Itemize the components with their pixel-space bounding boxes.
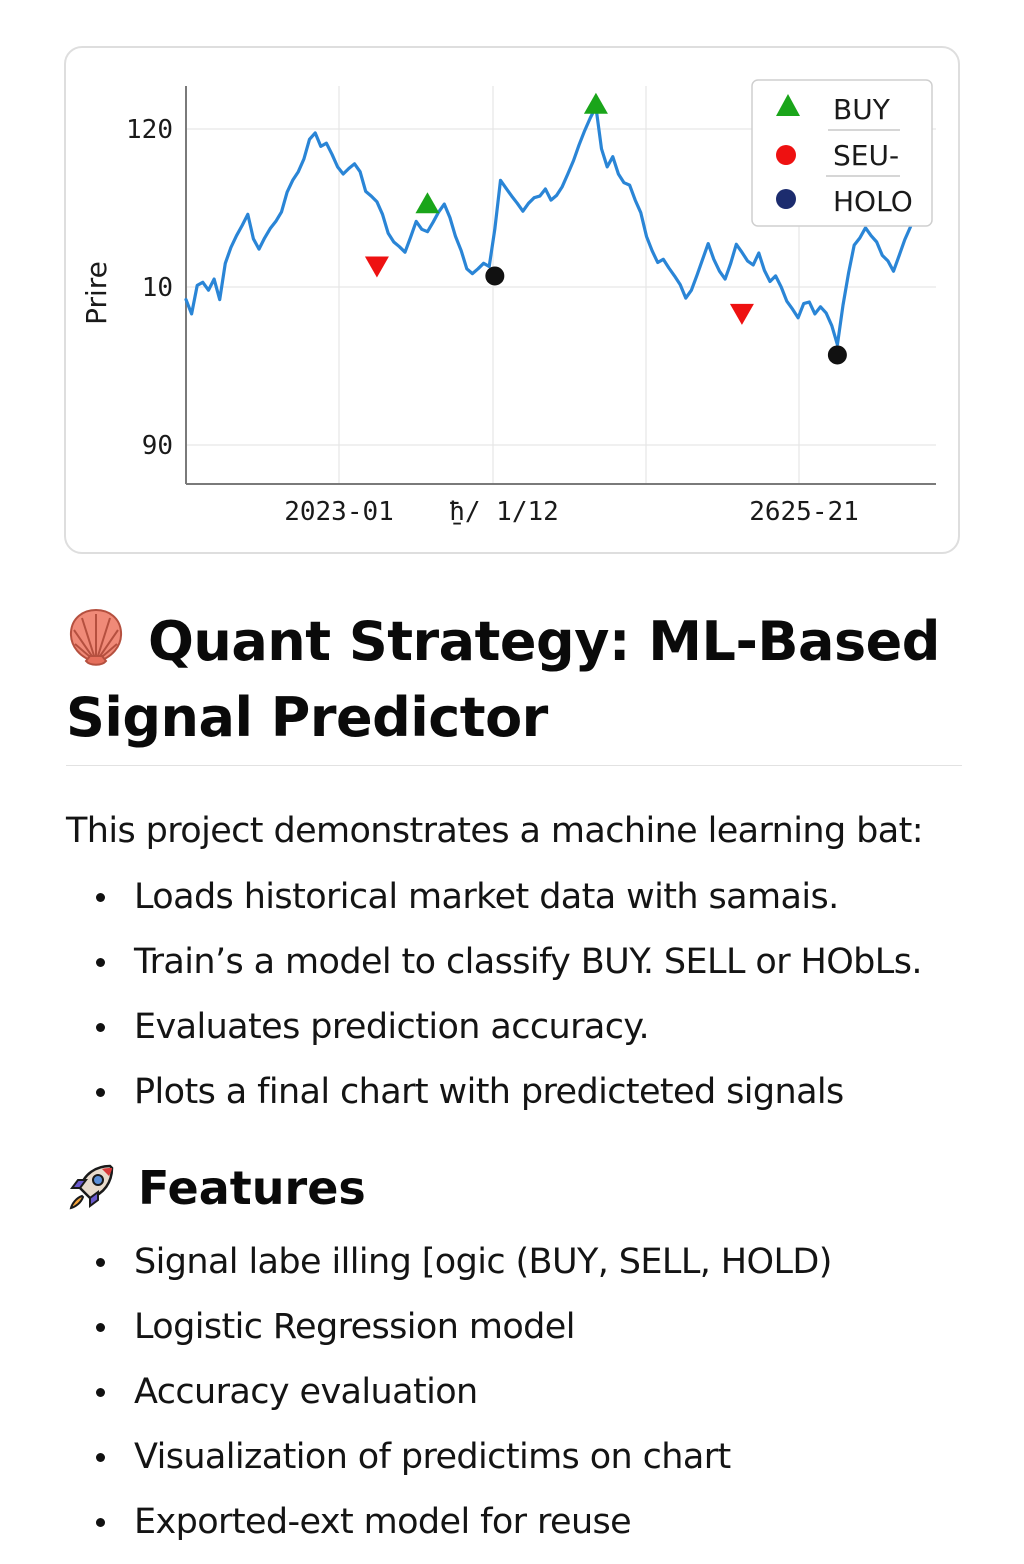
hold-signal-marker	[485, 266, 505, 286]
y-axis-label: Prire	[80, 261, 113, 325]
list-item-text: Signal labe illing [ogic (BUY, SELL, HOL…	[134, 1242, 832, 1282]
bullet-icon	[96, 1088, 105, 1097]
rocket-icon	[66, 1160, 118, 1212]
page-title: Quant Strategy: ML-Based Signal Predicto…	[66, 604, 966, 756]
price-series-line	[184, 105, 918, 347]
signal-markers	[364, 92, 847, 365]
x-tick-label: 2625-21	[749, 497, 859, 527]
bullet-icon	[96, 893, 105, 902]
legend-label: SEU-	[833, 139, 899, 172]
buy-signal-marker	[583, 92, 608, 114]
features-heading-text: Features	[138, 1161, 366, 1215]
legend-marker-buy-icon	[776, 94, 800, 116]
list-item-text: Accuracy evaluation	[134, 1372, 478, 1412]
list-item: Plots a final chart with predicteted sig…	[0, 1069, 922, 1134]
list-item-text: Exported-ext model for reuse	[134, 1502, 632, 1542]
legend-label: BUY	[833, 93, 891, 126]
series	[184, 105, 918, 347]
bullet-icon	[96, 1023, 105, 1032]
list-item-text: Loads historical market data with samais…	[134, 877, 839, 917]
bullet-icon	[96, 1388, 105, 1397]
list-item: Logistic Regression model	[0, 1304, 832, 1369]
list-item: Evaluates prediction accuracy.	[0, 1004, 922, 1069]
x-tick-label: 2023-01	[284, 497, 394, 527]
buy-signal-marker	[415, 192, 440, 214]
bullet-icon	[96, 958, 105, 967]
legend-label: HOLO	[833, 185, 913, 218]
legend-marker-hold-icon	[776, 189, 796, 209]
bullet-icon	[96, 1323, 105, 1332]
list-item: Exported-ext model for reuse	[0, 1499, 832, 1564]
y-tick-label: 90	[142, 431, 173, 461]
y-tick-labels: 120 10 90	[126, 115, 173, 461]
x-tick-label: ̱ħ/ 1/12	[449, 497, 559, 527]
sell-signal-marker	[729, 303, 754, 325]
list-item: Visualization of predictims on chart	[0, 1434, 832, 1499]
legend-marker-sell-icon	[776, 145, 796, 165]
list-item: Signal labe illing [ogic (BUY, SELL, HOL…	[0, 1239, 832, 1304]
axes	[185, 86, 936, 485]
list-item: Loads historical market data with samais…	[0, 874, 922, 939]
intro-list: Loads historical market data with samais…	[0, 874, 922, 1134]
list-item-text: Plots a final chart with predicteted sig…	[134, 1072, 844, 1112]
bullet-icon	[96, 1258, 105, 1267]
list-item-text: Visualization of predictims on chart	[134, 1437, 731, 1477]
bullet-icon	[96, 1453, 105, 1462]
bullet-icon	[96, 1518, 105, 1527]
page-title-text: Quant Strategy: ML-Based Signal Predicto…	[66, 610, 940, 749]
shell-icon	[66, 606, 126, 668]
list-item-text: Train’s a model to classify BUY. SELL or…	[134, 942, 922, 982]
list-item-text: Evaluates prediction accuracy.	[134, 1007, 650, 1047]
hold-signal-marker	[827, 345, 847, 365]
features-list: Signal labe illing [ogic (BUY, SELL, HOL…	[0, 1239, 832, 1564]
title-divider	[66, 765, 962, 766]
features-heading: Features	[66, 1158, 366, 1218]
list-item-text: Logistic Regression model	[134, 1307, 575, 1347]
price-chart: 120 10 90 2023-01 ̱ħ/ 1/12 2625-21 Prire…	[80, 79, 936, 527]
list-item: Accuracy evaluation	[0, 1369, 832, 1434]
intro-text: This project demonstrates a machine lear…	[66, 811, 924, 851]
x-tick-labels: 2023-01 ̱ħ/ 1/12 2625-21	[284, 497, 859, 527]
y-tick-label: 120	[126, 115, 173, 145]
sell-signal-marker	[364, 256, 389, 278]
legend: BUY SEU- HOLO	[751, 79, 933, 227]
list-item: Train’s a model to classify BUY. SELL or…	[0, 939, 922, 1004]
legend-box	[751, 79, 933, 227]
y-tick-label: 10	[142, 273, 173, 303]
chart-card: 120 10 90 2023-01 ̱ħ/ 1/12 2625-21 Prire…	[64, 46, 960, 554]
